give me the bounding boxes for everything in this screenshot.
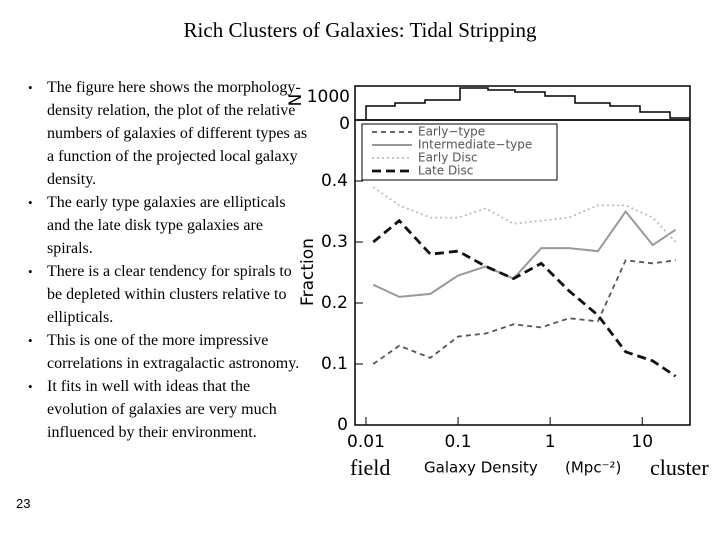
bullet: It fits in well with ideas that the evol… bbox=[20, 375, 310, 444]
x-tick-label: 10 bbox=[631, 432, 653, 452]
bullet-list: The figure here shows the morphology-den… bbox=[20, 76, 310, 444]
bullet: There is a clear tendency for spirals to… bbox=[20, 260, 310, 329]
legend-label: Early−type bbox=[418, 125, 485, 139]
y-tick-label: 0.1 bbox=[321, 354, 348, 374]
x-axis-label: Galaxy Density bbox=[424, 459, 538, 477]
top-panel-tick: 1000 bbox=[307, 87, 350, 107]
legend-label: Intermediate−type bbox=[418, 138, 532, 152]
series-line bbox=[372, 209, 677, 298]
series-line bbox=[372, 259, 676, 365]
legend-label: Late Disc bbox=[418, 164, 473, 178]
x-tick-label: 0.1 bbox=[445, 432, 472, 452]
x-tick-label: 1 bbox=[545, 432, 556, 452]
top-panel-label: N bbox=[286, 94, 306, 107]
histogram-outline bbox=[365, 87, 690, 120]
field-label: field bbox=[350, 455, 391, 480]
bullet: The early type galaxies are ellipticals … bbox=[20, 191, 310, 260]
series-line bbox=[372, 218, 677, 378]
y-tick-label: 0.3 bbox=[321, 232, 348, 252]
series-line bbox=[372, 186, 677, 243]
top-panel-tick: 0 bbox=[339, 114, 350, 134]
y-tick-label: 0.2 bbox=[321, 293, 348, 313]
bullet: The figure here shows the morphology-den… bbox=[20, 76, 310, 191]
bullet: This is one of the more impressive corre… bbox=[20, 329, 310, 375]
legend-label: Early Disc bbox=[418, 151, 478, 165]
slide-title: Rich Clusters of Galaxies: Tidal Strippi… bbox=[183, 18, 537, 42]
plot-frame bbox=[354, 119, 691, 426]
cluster-label: cluster bbox=[650, 455, 709, 480]
y-axis-label: Fraction bbox=[298, 238, 318, 306]
y-tick-label: 0.4 bbox=[321, 171, 348, 191]
legend-box bbox=[361, 123, 558, 181]
x-axis-unit: (Mpc⁻²) bbox=[565, 459, 621, 477]
page-number: 23 bbox=[16, 496, 31, 511]
x-tick-label: 0.01 bbox=[347, 432, 385, 452]
y-tick-label: 0 bbox=[337, 415, 348, 435]
